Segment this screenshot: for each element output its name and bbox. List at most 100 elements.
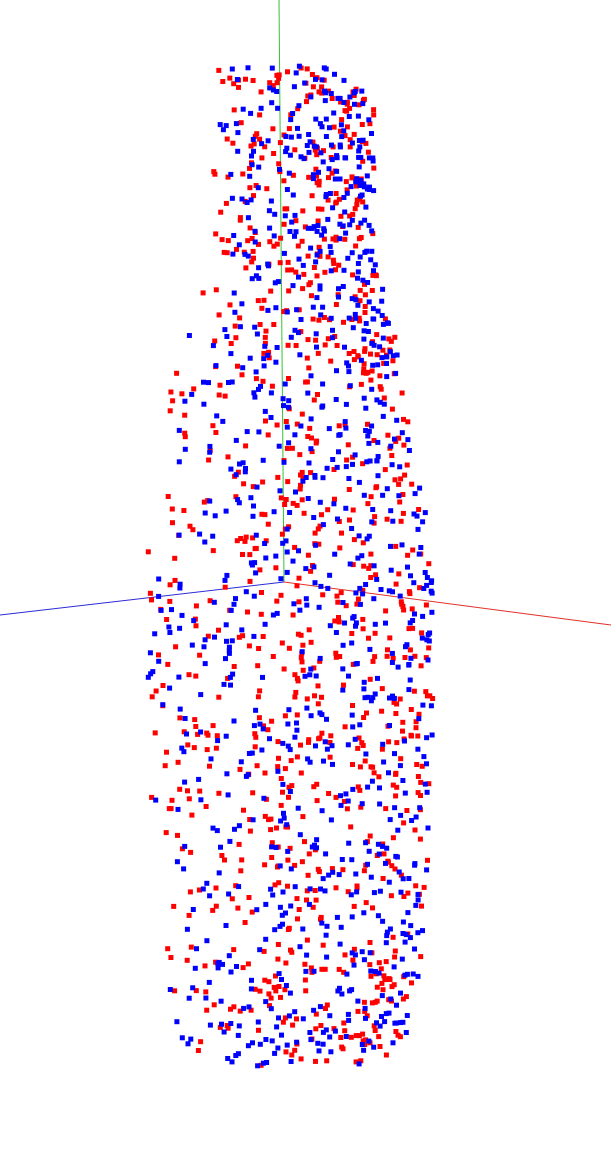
point-class-b: [361, 492, 367, 498]
point-class-b: [308, 245, 314, 251]
point-class-a: [271, 322, 277, 327]
point-class-b: [236, 823, 242, 829]
point-class-a: [333, 200, 339, 206]
point-class-b: [364, 536, 370, 542]
point-class-a: [238, 868, 244, 874]
point-class-a: [285, 259, 291, 265]
point-class-a: [315, 683, 321, 689]
point-class-a: [311, 265, 317, 270]
point-class-a: [312, 888, 318, 893]
point-class-b: [355, 998, 361, 1004]
point-class-a: [407, 591, 413, 597]
point-class-a: [274, 598, 280, 604]
point-class-b: [379, 355, 385, 361]
point-class-b: [310, 304, 316, 310]
point-class-b: [235, 130, 241, 136]
point-class-b: [269, 65, 275, 71]
point-class-a: [248, 143, 254, 149]
point-class-a: [273, 565, 279, 571]
point-class-a: [411, 688, 417, 694]
point-class-b: [231, 233, 237, 238]
point-class-a: [413, 883, 419, 889]
point-class-b: [264, 1060, 270, 1065]
z-axis-line: [0, 581, 285, 616]
point-class-a: [251, 141, 257, 147]
point-class-a: [339, 1044, 345, 1050]
point-class-b: [405, 564, 410, 570]
point-class-a: [168, 806, 174, 812]
point-class-b: [250, 1040, 255, 1046]
point-class-a: [240, 633, 246, 639]
point-class-b: [371, 563, 377, 569]
point-class-a: [301, 510, 307, 516]
point-class-a: [343, 603, 349, 609]
point-class-a: [360, 199, 366, 205]
point-class-a: [316, 317, 322, 323]
point-class-b: [327, 125, 332, 131]
point-class-b: [357, 585, 363, 591]
point-class-b: [297, 607, 303, 613]
point-class-a: [393, 793, 399, 799]
point-class-b: [318, 886, 323, 892]
point-class-a: [342, 108, 348, 114]
point-class-b: [179, 745, 185, 751]
point-class-a: [325, 336, 331, 342]
point-class-b: [254, 484, 260, 490]
point-class-b: [249, 162, 255, 168]
point-class-a: [293, 269, 299, 275]
point-class-b: [360, 101, 366, 107]
point-class-b: [304, 143, 310, 148]
point-class-b: [191, 618, 197, 624]
point-class-b: [319, 124, 325, 130]
point-class-b: [384, 374, 390, 380]
point-class-b: [272, 211, 278, 217]
point-class-a: [373, 485, 379, 491]
point-class-b: [236, 1023, 242, 1029]
point-class-a: [426, 645, 432, 651]
point-class-b: [392, 751, 397, 757]
point-class-b: [327, 572, 333, 578]
point-class-a: [186, 796, 192, 802]
point-class-b: [283, 910, 288, 916]
point-class-b: [273, 553, 279, 559]
point-class-b: [324, 954, 330, 960]
point-class-a: [283, 960, 289, 966]
point-class-a: [410, 625, 416, 631]
point-class-a: [213, 430, 219, 435]
point-class-b: [305, 496, 311, 501]
point-class-a: [302, 839, 307, 845]
point-class-b: [208, 756, 214, 762]
point-class-b: [294, 720, 299, 726]
point-class-b: [356, 148, 362, 154]
point-class-b: [299, 649, 305, 655]
point-class-a: [216, 392, 222, 398]
point-class-b: [376, 851, 382, 857]
point-class-a: [360, 743, 366, 748]
point-class-b: [387, 926, 393, 932]
point-class-a: [350, 762, 355, 767]
point-class-b: [176, 674, 182, 680]
point-class-a: [372, 630, 378, 636]
point-class-a: [245, 961, 251, 967]
point-class-b: [369, 386, 375, 392]
point-class-b: [311, 968, 317, 974]
point-class-a: [184, 957, 190, 963]
point-class-b: [262, 541, 268, 546]
point-class-a: [356, 1033, 362, 1039]
point-class-a: [322, 269, 328, 275]
point-class-b: [355, 269, 361, 275]
point-class-a: [237, 315, 243, 321]
point-class-b: [348, 892, 354, 898]
point-class-b: [190, 907, 196, 912]
point-class-b: [407, 677, 413, 683]
point-class-b: [275, 768, 281, 774]
point-class-b: [240, 365, 246, 371]
point-class-b: [392, 436, 397, 442]
point-class-a: [339, 530, 344, 536]
point-class-a: [172, 988, 178, 994]
point-class-a: [182, 412, 188, 418]
point-class-b: [371, 268, 376, 274]
point-class-a: [205, 633, 211, 639]
